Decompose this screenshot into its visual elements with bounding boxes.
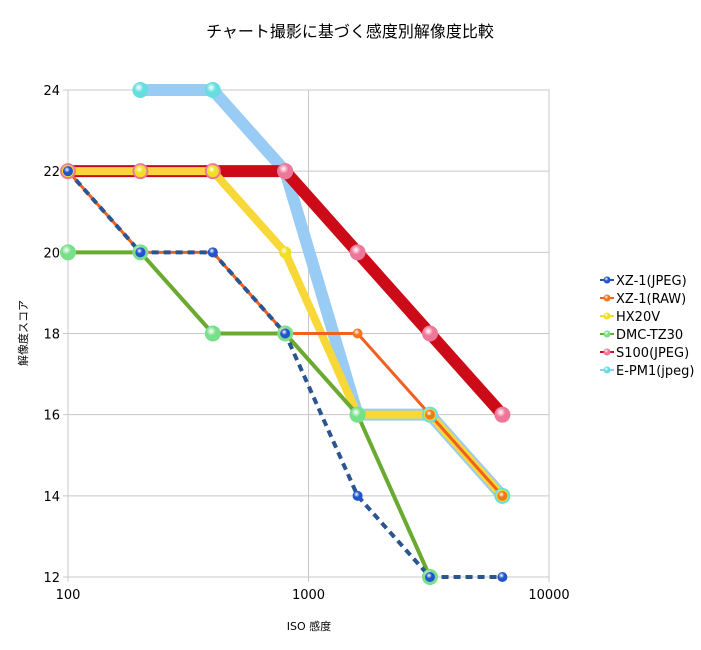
- y-axis-label: 解像度スコア: [16, 300, 30, 366]
- legend-label: HX20V: [616, 310, 660, 325]
- data-point: [497, 490, 508, 501]
- x-axis-label: ISO 感度: [287, 619, 331, 633]
- legend-label: XZ-1(RAW): [616, 292, 686, 307]
- data-point: [352, 490, 363, 501]
- legend-marker: [603, 348, 611, 356]
- legend-marker: [603, 276, 611, 284]
- legend-marker: [603, 294, 611, 302]
- series-line-DMC-TZ30: [68, 250, 432, 578]
- data-point: [135, 247, 146, 258]
- legend-marker: [603, 366, 611, 374]
- y-tick-label: 18: [43, 328, 60, 343]
- data-point: [63, 166, 73, 177]
- data-point: [134, 165, 147, 178]
- legend-marker: [603, 312, 611, 320]
- x-tick-label: 1000: [292, 588, 325, 603]
- legend-marker: [603, 330, 611, 338]
- data-point: [279, 246, 292, 259]
- data-point: [352, 328, 363, 339]
- data-point: [349, 244, 366, 261]
- series-line-S100(JPEG): [68, 165, 507, 419]
- data-point: [497, 572, 508, 582]
- y-tick-label: 14: [43, 490, 60, 505]
- data-point: [280, 328, 291, 339]
- x-tick-label: 100: [56, 588, 81, 603]
- data-point: [206, 165, 219, 178]
- y-tick-label: 12: [43, 571, 60, 586]
- data-point: [424, 572, 435, 582]
- legend-label: S100(JPEG): [616, 346, 689, 361]
- data-point: [207, 247, 218, 258]
- data-point: [494, 406, 511, 423]
- x-tick-label: 10000: [528, 588, 569, 603]
- data-point: [277, 163, 294, 180]
- chart-title: チャート撮影に基づく感度別解像度比較: [206, 22, 494, 41]
- y-tick-label: 22: [43, 165, 60, 180]
- data-point: [204, 325, 221, 342]
- y-tick-label: 24: [43, 84, 60, 99]
- data-point: [424, 409, 435, 420]
- series-line-XZ-1(JPEG): [66, 169, 503, 579]
- y-tick-label: 16: [43, 409, 60, 424]
- y-tick-label: 20: [43, 246, 60, 261]
- legend-label: E-PM1(jpeg): [616, 364, 695, 379]
- legend-label: DMC-TZ30: [616, 328, 683, 343]
- data-point: [421, 325, 438, 342]
- data-point: [204, 82, 221, 98]
- data-point: [60, 244, 76, 261]
- data-point: [349, 406, 366, 423]
- legend-label: XZ-1(JPEG): [616, 274, 687, 289]
- data-point: [132, 82, 149, 98]
